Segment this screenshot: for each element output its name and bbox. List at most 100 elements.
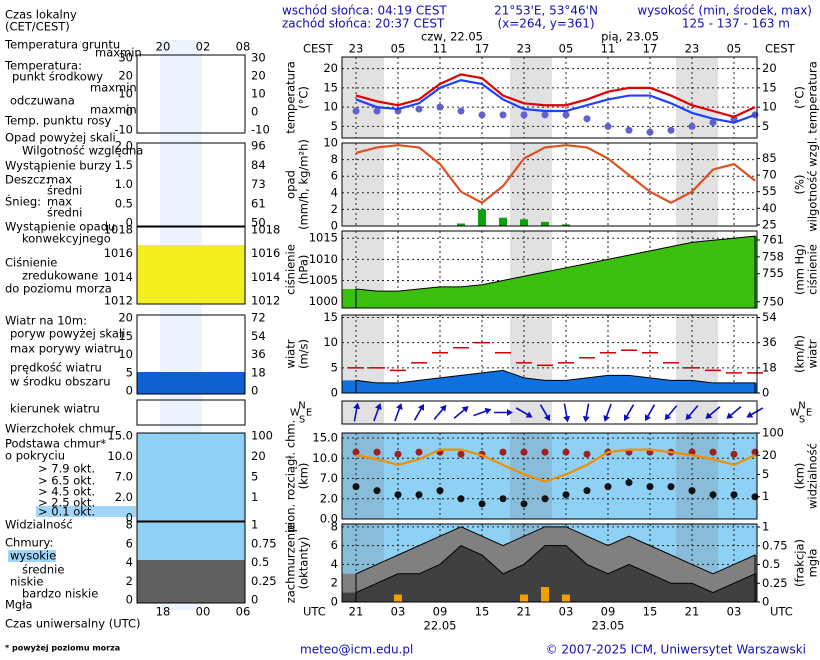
legend-tick-label: 1 [251,518,258,532]
y2-axis-label: widzialność [806,443,820,509]
legend-text: min [115,81,137,95]
bar [520,594,528,602]
wind-arrow [685,405,699,421]
panel-bg [342,57,757,138]
y2-tick-label: 0 [762,386,769,400]
dot [541,111,549,119]
y2-tick-label: 36 [762,335,777,349]
legend-tick-label: 1 [251,490,258,504]
y-axis-label: wiatr [284,339,298,368]
dot [646,128,654,136]
y-tick-label: 1010 [309,252,338,266]
wind-arrow [623,404,635,422]
legend-tick-label: 1018 [104,223,133,237]
x-tick-label: 21 [517,605,532,619]
time-zone: UTC [770,605,793,619]
y-axis-label: ciśnienie [284,244,298,295]
x-tick-label: 03 [559,605,574,619]
y2-axis-label: temperatura [806,61,820,134]
x-tick-label: 05 [391,42,406,56]
x-tick-label: 11 [433,42,448,56]
dot [499,111,507,119]
dot [373,487,381,495]
bar [478,209,486,226]
legend-tick-label: 20 [118,311,133,325]
y2-tick-label: 0.25 [762,576,788,590]
legend-text: Wystąpienie opadu [5,220,115,234]
x-tick-label: 23 [349,42,364,56]
compass-label: S [799,415,805,426]
legend-time-label: 08 [236,40,251,54]
legend-text: Deszcz: [5,173,49,187]
arrow-head [417,403,425,411]
legend-text: wysokie [10,549,56,563]
dot [541,448,549,456]
night-band [676,401,718,424]
legend-tick-label: 54 [251,329,266,343]
legend-tick-label: 1014 [251,270,280,284]
wind-arrow [644,404,656,422]
y-tick-label: 2 [331,202,338,216]
legend-tick-label: 1014 [104,270,133,284]
wind-arrow [603,403,612,422]
dot [352,483,360,491]
dot [583,487,591,495]
y2-axis-label: mgła [806,549,820,578]
night-band [676,433,718,519]
legend-tick-label: 6 [126,536,133,550]
y2-tick-label: 5 [762,467,769,481]
dot [562,448,570,456]
night-band [676,143,718,226]
arrow-head [644,414,652,422]
panel-frame [341,56,758,139]
arrow-head [525,411,533,418]
dot [373,107,381,115]
y2-axis-unit: (mm Hg) [793,244,807,295]
y-axis-label: pion. rozciągł. chm. [284,420,298,533]
y-tick-label: 10 [323,136,338,150]
x-tick-label: 17 [475,42,490,56]
arrow-head [461,406,469,413]
y2-tick-label: 20 [762,61,777,75]
sunrise: wschód słońca: 04:19 CEST [282,4,447,18]
legend-text: odczuwana [10,94,75,108]
y2-tick-label: 55 [762,184,777,198]
legend-time-label: 00 [196,605,211,619]
y-tick-label: 0 [331,219,338,233]
y-tick-label: 15 [323,310,338,324]
bar [541,587,549,602]
y-tick-label: 8 [331,152,338,166]
legend-text: średni [47,206,82,220]
legend-tick-label: 0.75 [251,536,277,550]
dot [352,448,360,456]
legend-tick-label: 1.0 [115,177,133,191]
arrow-head [623,414,631,422]
dot [730,491,738,499]
x-tick-label: 09 [601,605,616,619]
legend-text: max [90,103,115,117]
dot [415,491,423,499]
wind-arrow [664,405,678,421]
arrow-head [563,415,571,423]
legend-tick-label: 2.0 [115,490,133,504]
y-tick-label: 4 [331,557,338,571]
y2-tick-label: 5 [762,119,769,133]
dot [499,448,507,456]
wind-arrow [433,404,447,420]
legend-tick-label: -10 [251,123,270,137]
y-tick-label: 0.0 [320,512,338,526]
legend-text: Temperatura gruntu [4,38,120,52]
legend-panel [136,521,246,604]
wind-arrow [726,406,742,419]
legend-tick-label: 30 [118,51,133,65]
y2-tick-label: 758 [762,249,784,263]
legend-text: Widzialność [5,518,73,532]
legend-text: do poziomu morza [5,282,112,296]
wind-arrow [413,403,425,421]
y-tick-label: 15.0 [312,431,338,445]
legend-panel [136,226,246,305]
legend-tick-label: 0.25 [251,574,277,588]
legend-text: punkt środkowy [12,70,103,84]
panel-frame [341,400,758,425]
y-axis-unit: (mm/h, kg/m²h) [297,139,311,230]
